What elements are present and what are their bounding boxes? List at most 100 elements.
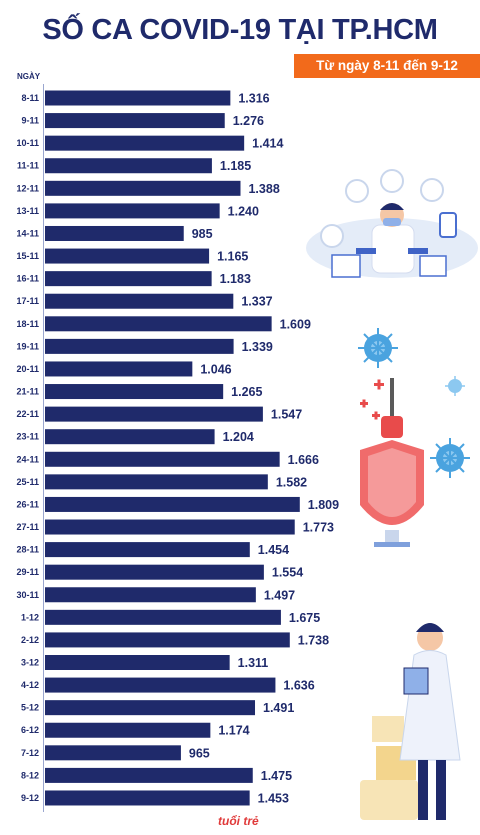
value-label: 1.316 [238, 92, 269, 106]
bars-group: 8-11 1.316 9-11 1.276 10-11 1.414 11-11 1.185 12… [16, 90, 339, 806]
category-label: 6-12 [21, 725, 39, 735]
bar [45, 180, 241, 196]
value-label: 1.311 [238, 656, 269, 670]
bar [45, 384, 224, 400]
value-label: 965 [189, 746, 210, 760]
value-label: 1.454 [258, 543, 289, 557]
bar [45, 429, 215, 445]
bar [45, 519, 295, 535]
bar [45, 767, 253, 783]
bar [45, 655, 230, 670]
value-label: 1.046 [200, 362, 231, 376]
value-label: 1.185 [220, 159, 251, 173]
category-label: 16-11 [16, 274, 39, 284]
bar [45, 745, 181, 761]
category-label: 2-12 [21, 635, 39, 645]
category-label: 8-12 [21, 770, 39, 780]
page-title: SỐ CA COVID-19 TẠI TP.HCM [42, 14, 438, 46]
category-label: 5-12 [21, 703, 39, 713]
value-label: 1.414 [252, 137, 283, 151]
category-label: 29-11 [16, 567, 39, 577]
value-label: 1.240 [228, 204, 259, 218]
bar [45, 722, 211, 738]
category-label: 18-11 [16, 319, 39, 329]
bar [45, 225, 184, 241]
value-label: 1.453 [258, 791, 289, 805]
y-axis-line [43, 84, 44, 812]
bar [45, 609, 281, 625]
category-label: 7-12 [21, 748, 39, 758]
bar [45, 293, 234, 309]
bar [45, 361, 193, 377]
value-label: 1.491 [263, 701, 294, 715]
plus-icon [360, 379, 384, 420]
bar [45, 90, 231, 106]
bar [45, 564, 264, 580]
value-label: 1.174 [218, 724, 249, 738]
value-label: 1.183 [220, 272, 251, 286]
value-label: 1.738 [298, 633, 329, 647]
value-label: 1.165 [217, 250, 248, 264]
bar [45, 203, 220, 219]
category-label: 24-11 [16, 454, 39, 464]
bar [45, 338, 234, 354]
bar [45, 677, 276, 693]
category-label: 3-12 [21, 658, 39, 668]
category-label: 20-11 [16, 364, 39, 374]
bar [45, 451, 280, 467]
category-label: 4-12 [21, 680, 39, 690]
virus-icon [358, 328, 398, 368]
value-label: 1.547 [271, 408, 302, 422]
bar [45, 316, 272, 332]
value-label: 1.773 [303, 521, 334, 535]
bar [45, 113, 225, 129]
bar [45, 496, 300, 512]
category-label: 11-11 [17, 161, 39, 171]
y-axis-title: NGÀY [17, 72, 41, 81]
bar [45, 587, 256, 603]
category-label: 25-11 [16, 477, 39, 487]
category-label: 17-11 [16, 296, 39, 306]
5k-shield-syringe-icon [360, 378, 424, 547]
value-label: 1.337 [241, 295, 272, 309]
category-label: 9-11 [21, 116, 39, 126]
category-label: 13-11 [16, 206, 39, 216]
category-label: 22-11 [16, 409, 39, 419]
bar [45, 474, 268, 490]
bar [45, 135, 245, 151]
value-label: 1.554 [272, 566, 303, 580]
bar [45, 790, 250, 806]
bar [45, 271, 212, 287]
value-label: 1.497 [264, 588, 295, 602]
value-label: 1.675 [289, 611, 320, 625]
category-label: 30-11 [16, 590, 39, 600]
category-label: 15-11 [16, 251, 39, 261]
bar [45, 632, 290, 648]
virus-icon [430, 438, 470, 478]
value-label: 1.582 [276, 475, 307, 489]
value-label: 1.666 [288, 453, 319, 467]
category-label: 9-12 [21, 793, 39, 803]
category-label: 14-11 [16, 228, 39, 238]
virus-icon [445, 376, 465, 396]
bar [45, 700, 256, 716]
bar [45, 406, 263, 422]
category-label: 8-11 [21, 93, 39, 103]
value-label: 1.276 [233, 114, 264, 128]
category-label: 28-11 [16, 545, 39, 555]
category-label: 23-11 [16, 432, 39, 442]
value-label: 1.475 [261, 769, 292, 783]
value-label: 1.636 [283, 679, 314, 693]
value-label: 985 [192, 227, 213, 241]
value-label: 1.609 [280, 317, 311, 331]
value-label: 1.204 [223, 430, 254, 444]
bar [45, 248, 210, 264]
category-label: 12-11 [16, 183, 39, 193]
category-label: 1-12 [21, 612, 39, 622]
category-label: 27-11 [16, 522, 39, 532]
category-label: 26-11 [16, 499, 39, 509]
bar [45, 158, 212, 174]
doctor-clipboard-illustration [360, 623, 461, 820]
value-label: 1.339 [242, 340, 273, 354]
